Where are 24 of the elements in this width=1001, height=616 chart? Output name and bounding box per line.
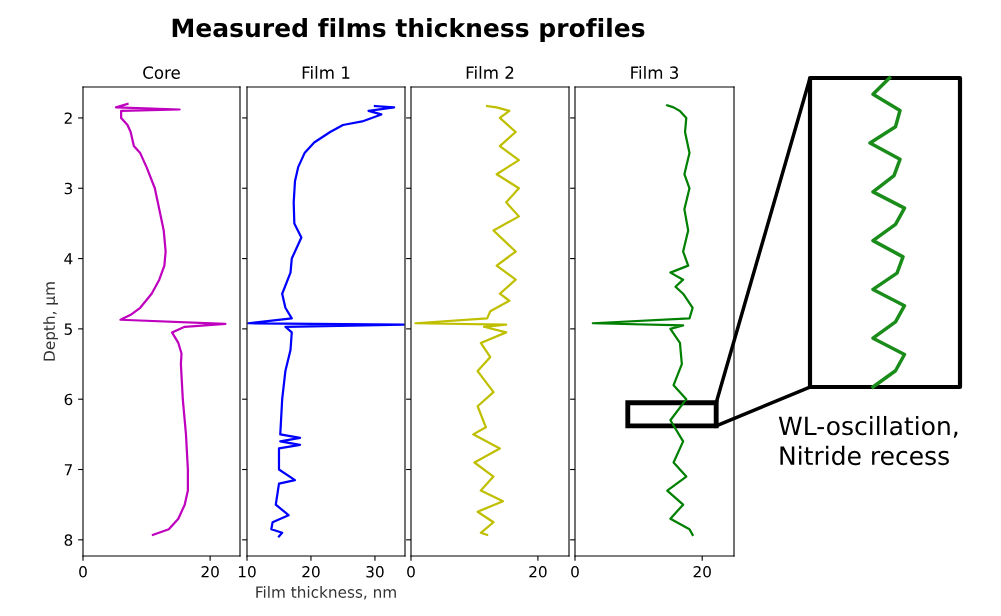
chart-title: Film 2 <box>466 66 514 79</box>
y-axis-title: Depth, μm <box>43 282 58 361</box>
y-tick-label: 2 <box>64 112 72 124</box>
x-tick-label: 0 <box>407 565 415 578</box>
chart-title: Film 3 <box>631 66 679 79</box>
chart-title: Film 1 <box>302 66 350 79</box>
y-tick-label: 6 <box>64 393 73 406</box>
y-tick-label: 5 <box>64 323 72 335</box>
x-tick-label: 0 <box>79 565 87 578</box>
x-tick-label: 20 <box>529 565 547 578</box>
y-tick-label: 4 <box>64 253 73 265</box>
x-axis-title: Film thickness, nm <box>256 586 396 600</box>
chart-title: Core <box>143 66 180 79</box>
x-tick-label: 0 <box>571 565 579 578</box>
x-tick-label: 10 <box>238 565 256 578</box>
x-tick-label: 20 <box>693 565 711 578</box>
text: Measured films thickness profiles <box>172 17 645 43</box>
y-tick-label: 7 <box>64 464 72 476</box>
y-tick-label: 3 <box>64 182 73 195</box>
x-tick-label: 30 <box>366 565 384 578</box>
x-tick-label: 20 <box>302 565 320 578</box>
text: WL-oscillation, Nitride recess <box>778 415 958 466</box>
y-tick-label: 8 <box>64 534 73 546</box>
x-tick-label: 20 <box>201 565 219 578</box>
